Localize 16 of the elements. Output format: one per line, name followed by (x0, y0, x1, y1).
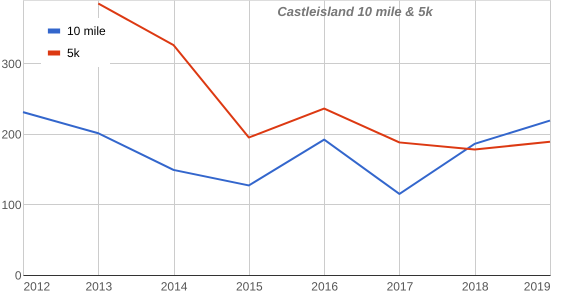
x-tick-label: 2017 (386, 280, 414, 294)
x-tick-label: 2013 (85, 280, 112, 294)
legend-label: 5k (67, 46, 81, 60)
line-series (22, 111, 551, 195)
y-tick-label: 300 (1, 56, 22, 71)
x-tick-label: 2019 (524, 280, 551, 294)
x-tick-label: 2012 (24, 280, 51, 294)
legend-label: 10 mile (67, 24, 106, 38)
x-tick-label: 2015 (236, 280, 264, 294)
y-tick-label: 200 (1, 127, 22, 142)
chart-title: Castleisland 10 mile & 5k (277, 4, 434, 19)
y-tick-label: 0 (14, 268, 22, 282)
y-tick-label: 100 (1, 198, 22, 212)
x-tick-label: 2014 (160, 280, 188, 294)
x-tick-label: 2016 (311, 280, 338, 294)
x-tick-label: 2018 (462, 280, 489, 294)
